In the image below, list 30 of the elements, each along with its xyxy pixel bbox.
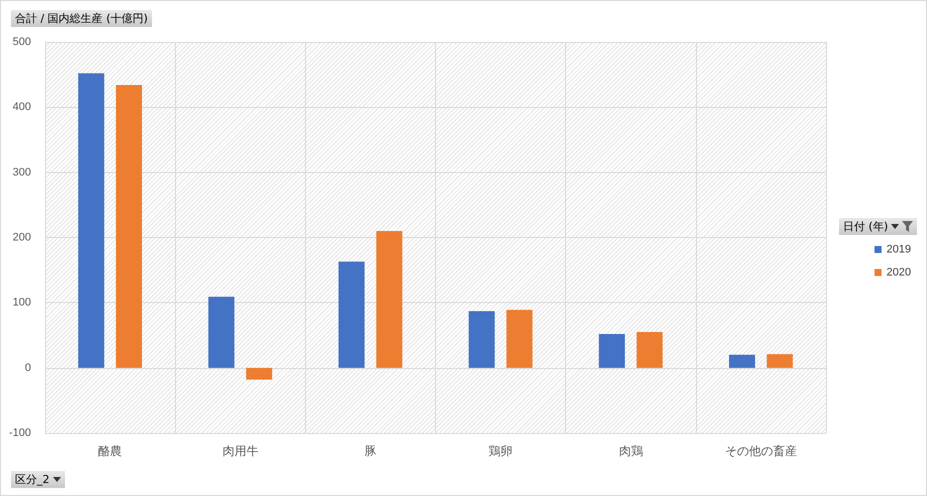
legend-label: 2020	[886, 266, 912, 278]
bar	[78, 73, 104, 368]
bar	[468, 311, 495, 368]
bar	[766, 354, 793, 368]
y-tick-label: 200	[12, 232, 31, 244]
legend-label: 2019	[886, 244, 912, 256]
y-axis-title: 合計 / 国内総生産 (十億円)	[15, 11, 148, 26]
bar	[636, 332, 663, 368]
bar	[116, 85, 142, 368]
y-tick-label: 0	[24, 362, 31, 374]
y-tick-label: 500	[12, 36, 31, 48]
x-tick-label: 鶏卵	[488, 444, 513, 458]
x-tick-label: 肉用牛	[222, 444, 258, 458]
x-tick-label: 肉鶏	[618, 444, 643, 458]
x-tick-label: その他の畜産	[724, 444, 797, 458]
x-tick-label: 酪農	[98, 444, 122, 458]
y-tick-label: 100	[12, 296, 31, 309]
legend-title: 日付 (年)	[843, 219, 888, 234]
bar	[506, 310, 532, 368]
bar	[208, 296, 234, 368]
bar	[598, 334, 625, 368]
x-tick-label: 豚	[364, 444, 376, 458]
y-tick-label: 400	[12, 101, 31, 114]
bar	[246, 368, 272, 380]
x-axis-title: 区分_2	[15, 472, 50, 487]
y-tick-label: 300	[12, 166, 31, 178]
bar	[338, 262, 365, 368]
bar	[729, 354, 756, 368]
bar	[376, 230, 402, 368]
y-tick-label: -100	[8, 427, 31, 439]
